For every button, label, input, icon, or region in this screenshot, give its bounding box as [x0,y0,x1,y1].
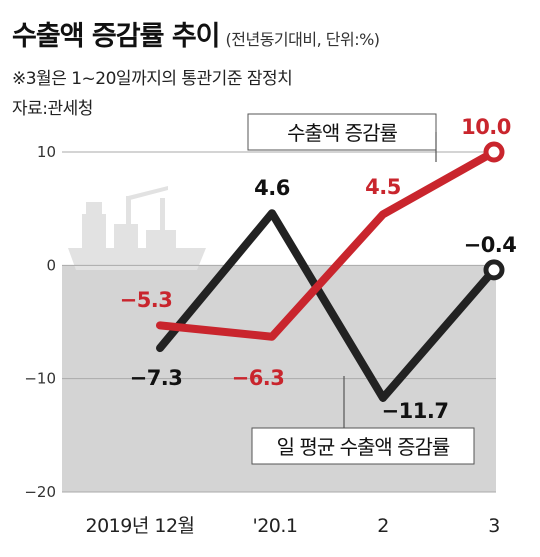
ship-crane-arm [128,186,168,200]
ship-hull [68,248,206,270]
legend-label: 일 평균 수출액 증감률 [277,435,450,459]
data-label: −6.3 [232,366,285,390]
title-text: 수출액 증감률 추이 [12,21,221,52]
ship-bridge [82,214,106,248]
ship-cargo [146,230,176,248]
x-tick-label: 2019년 12월 [85,515,194,537]
data-label: 10.0 [461,115,511,139]
chart-title: 수출액 증감률 추이 (전년동기대비, 단위:%) [12,14,380,53]
ship-crane-mast [160,198,165,230]
y-tick-label: −20 [24,483,56,501]
series-line [156,209,498,402]
y-tick-label: 0 [46,256,56,274]
series-line [156,148,498,341]
chart-note: ※3월은 1~20일까지의 통관기준 잠정치 [12,69,293,89]
ship-cargo [114,224,138,248]
legend-box [251,427,475,465]
ship-crane-mast [126,196,131,224]
data-label: 4.5 [365,175,401,199]
y-tick-label: −10 [24,370,56,388]
data-label: −11.7 [382,399,449,423]
ship-bridge-top [86,202,102,214]
y-tick-label: 10 [37,143,56,161]
legend-label: 수출액 증감률 [287,121,397,145]
x-tick-label: '20.1 [252,515,297,537]
data-label: −0.4 [464,233,517,257]
legend-box [247,113,437,151]
data-label: −5.3 [120,288,173,312]
x-tick-label: 2 [377,515,389,537]
data-label: 4.6 [254,176,290,200]
chart-subtitle: (전년동기대비, 단위:%) [225,30,381,49]
data-label: −7.3 [130,366,183,390]
ship-illustration [68,186,206,270]
series-end-marker [483,259,505,281]
chart-source: 자료:관세청 [12,99,93,119]
series-end-marker [483,141,505,163]
x-tick-label: 3 [488,515,500,537]
